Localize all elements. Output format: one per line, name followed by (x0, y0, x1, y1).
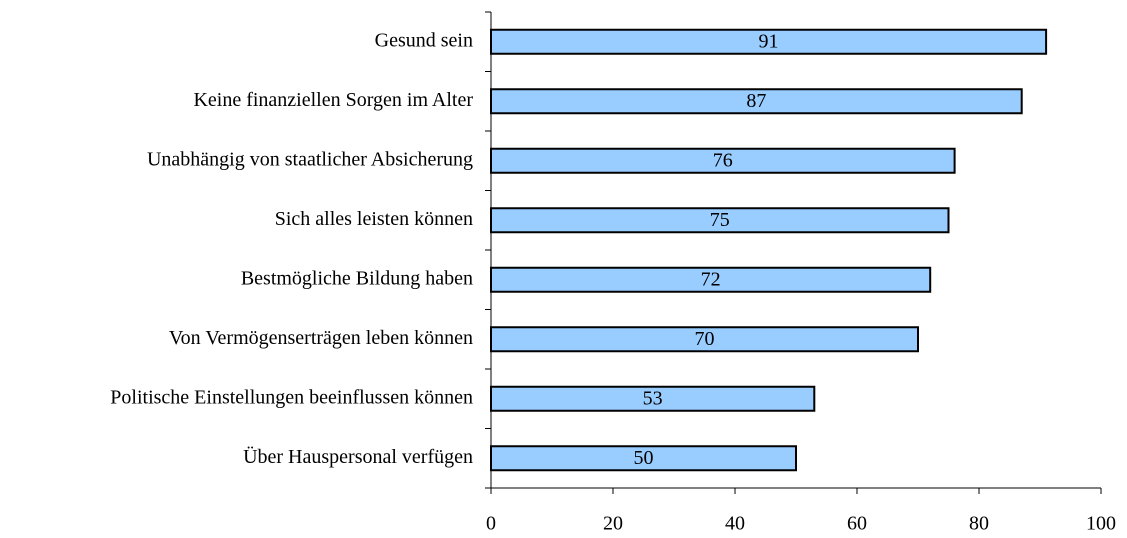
y-tick-label: Politische Einstellungen beeinflussen kö… (110, 386, 473, 408)
y-tick-label: Über Hauspersonal verfügen (243, 445, 473, 468)
bar (490, 445, 797, 472)
y-tick-label: Bestmögliche Bildung haben (241, 267, 473, 289)
y-tick-label: Keine finanziellen Sorgen im Alter (193, 89, 473, 111)
x-tick-label: 80 (969, 513, 989, 535)
bar (490, 326, 919, 353)
data-label: 76 (713, 149, 733, 171)
x-tick-label: 40 (725, 513, 745, 535)
bar (490, 385, 816, 412)
x-tick-label: 20 (603, 513, 623, 535)
y-tick-label: Sich alles leisten können (275, 208, 473, 230)
bar (490, 266, 932, 293)
data-label: 91 (759, 30, 779, 52)
data-label: 53 (643, 387, 663, 409)
bar (490, 147, 956, 174)
data-label: 50 (634, 447, 654, 469)
x-tick-label: 60 (847, 513, 867, 535)
x-tick-label: 100 (1086, 513, 1116, 535)
data-label: 87 (746, 90, 766, 112)
bar (490, 88, 1023, 115)
data-label: 70 (695, 328, 715, 350)
data-label: 75 (710, 209, 730, 231)
data-label: 72 (701, 268, 721, 290)
bar (490, 28, 1048, 55)
y-tick-label: Gesund sein (375, 29, 473, 51)
y-tick-label: Von Vermögenserträgen leben können (169, 327, 473, 349)
x-tick-label: 0 (486, 513, 496, 535)
bar (490, 207, 950, 234)
y-tick-label: Unabhängig von staatlicher Absicherung (147, 148, 473, 170)
